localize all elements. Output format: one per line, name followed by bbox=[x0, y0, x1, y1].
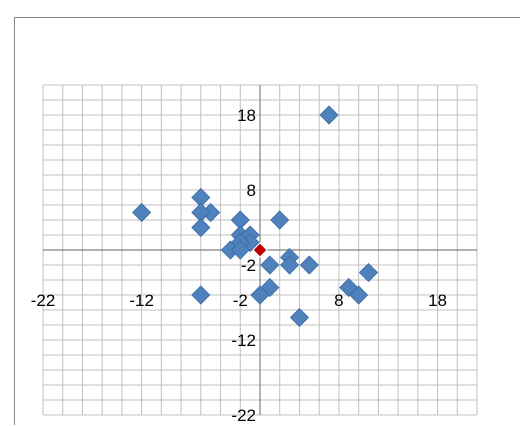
y-tick-label: 18 bbox=[237, 106, 256, 125]
data-point bbox=[191, 285, 211, 305]
y-tick-label: -12 bbox=[231, 331, 256, 350]
data-point bbox=[230, 240, 250, 260]
chart-area-border bbox=[14, 17, 520, 425]
tick-labels: -22 -12 -2 8 18 18 8 -2 -12 -22 bbox=[31, 106, 447, 425]
data-point bbox=[191, 217, 211, 238]
x-tick-label: 18 bbox=[428, 291, 447, 310]
x-tick-label: -2 bbox=[233, 291, 248, 310]
x-tick-label: -22 bbox=[31, 291, 56, 310]
data-point bbox=[289, 307, 310, 328]
y-tick-label: -2 bbox=[241, 256, 256, 275]
x-tick-label: 8 bbox=[334, 291, 343, 310]
x-tick-label: -12 bbox=[129, 291, 154, 310]
data-point bbox=[250, 285, 270, 305]
data-point bbox=[319, 105, 339, 125]
data-point bbox=[280, 255, 300, 275]
y-tick-label: -22 bbox=[231, 406, 256, 425]
highlight-point bbox=[252, 242, 268, 258]
data-point bbox=[132, 202, 152, 223]
data-point bbox=[260, 255, 280, 275]
data-points bbox=[132, 105, 379, 328]
data-point bbox=[299, 255, 319, 275]
y-tick-label: 8 bbox=[247, 181, 256, 200]
data-point bbox=[349, 285, 369, 305]
data-point bbox=[270, 210, 290, 230]
data-point bbox=[358, 262, 379, 283]
